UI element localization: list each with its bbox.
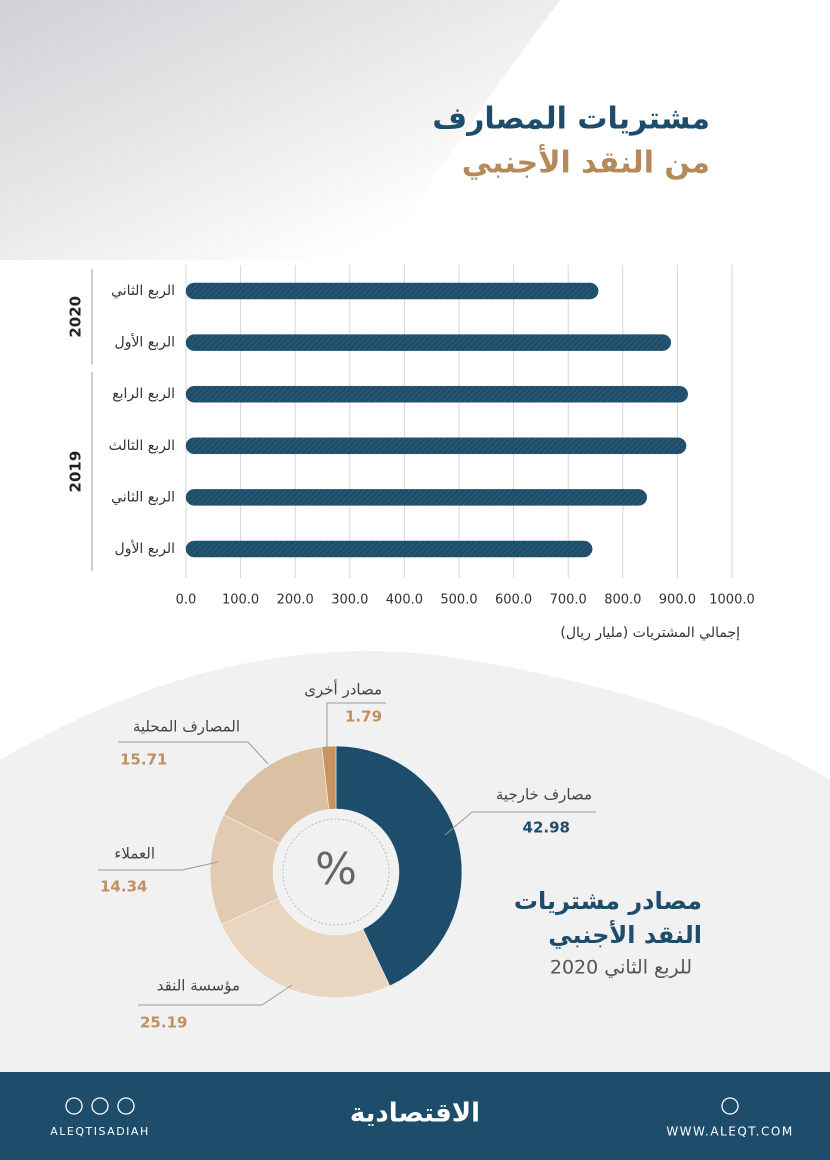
icon[interactable] [117, 1097, 135, 1115]
bar [185, 437, 687, 455]
x-tick-label: 100.0 [222, 593, 259, 608]
x-tick-label: 200.0 [277, 593, 314, 608]
y-tick-label: الربع الثاني [111, 283, 175, 299]
footer [0, 1072, 830, 1160]
x-axis-label: إجمالي المشتريات (مليار ريال) [560, 625, 740, 641]
icon[interactable] [721, 1097, 739, 1115]
x-tick-label: 300.0 [331, 593, 368, 608]
x-tick-label: 500.0 [440, 593, 477, 608]
x-tick-label: 0.0 [176, 593, 197, 608]
slice-value: 1.79 [345, 708, 382, 726]
slice-label: العملاء [114, 845, 155, 863]
social-icons [65, 1097, 739, 1115]
footer-handle: ALEQTISADIAH [50, 1125, 149, 1138]
leader-line [98, 861, 219, 871]
donut-hole-ring [282, 818, 390, 926]
slice-value: 14.34 [100, 878, 147, 896]
y-tick-label: الربع الثاني [111, 489, 175, 505]
x-tick-label: 600.0 [495, 593, 532, 608]
slice-value: 42.98 [523, 819, 570, 837]
slice-label: المصارف المحلية [133, 718, 240, 736]
header-photo [0, 0, 560, 260]
group-label: 2019 [67, 451, 85, 493]
footer-website[interactable]: WWW.ALEQT.COM [666, 1125, 793, 1139]
leader-line [118, 741, 269, 765]
slice-label: مصارف خارجية [496, 786, 592, 804]
slice-label: مصادر أخرى [304, 680, 382, 699]
icon[interactable] [91, 1097, 109, 1115]
bar [185, 385, 689, 403]
y-tick-label: الربع الأول [115, 539, 175, 557]
x-tick-label: 400.0 [386, 593, 423, 608]
chart-subtitle: من النقد الأجنبي [462, 144, 710, 181]
x-tick-label: 700.0 [550, 593, 587, 608]
donut-slice [221, 897, 391, 999]
x-tick-label: 800.0 [604, 593, 641, 608]
footer-logo: الاقتصادية [350, 1099, 480, 1129]
leader-line [138, 984, 293, 1006]
slice-value: 15.71 [120, 751, 167, 769]
donut-slice [335, 745, 463, 987]
x-tick-label: 1000.0 [709, 593, 755, 608]
pie-title: مصادر مشتريات [514, 887, 702, 915]
bar [185, 540, 593, 558]
bar [185, 489, 648, 506]
bar [185, 334, 672, 351]
slice-value: 25.19 [140, 1014, 187, 1032]
center-label: % [315, 844, 357, 895]
bar [185, 282, 599, 300]
y-tick-label: الربع الأول [115, 333, 175, 351]
x-tick-label: 900.0 [659, 593, 696, 608]
chart-title: مشتريات المصارف [432, 102, 710, 137]
icon[interactable] [65, 1097, 83, 1115]
pie-subtitle: للربع الثاني 2020 [550, 957, 692, 979]
y-tick-label: الربع الثالث [109, 438, 175, 454]
y-tick-label: الربع الرابع [112, 386, 175, 402]
leader-line [326, 702, 386, 748]
leader-line [444, 811, 596, 836]
pie-title: النقد الأجنبي [548, 920, 702, 949]
group-label: 2020 [67, 296, 85, 338]
slice-label: مؤسسة النقد [157, 977, 240, 995]
